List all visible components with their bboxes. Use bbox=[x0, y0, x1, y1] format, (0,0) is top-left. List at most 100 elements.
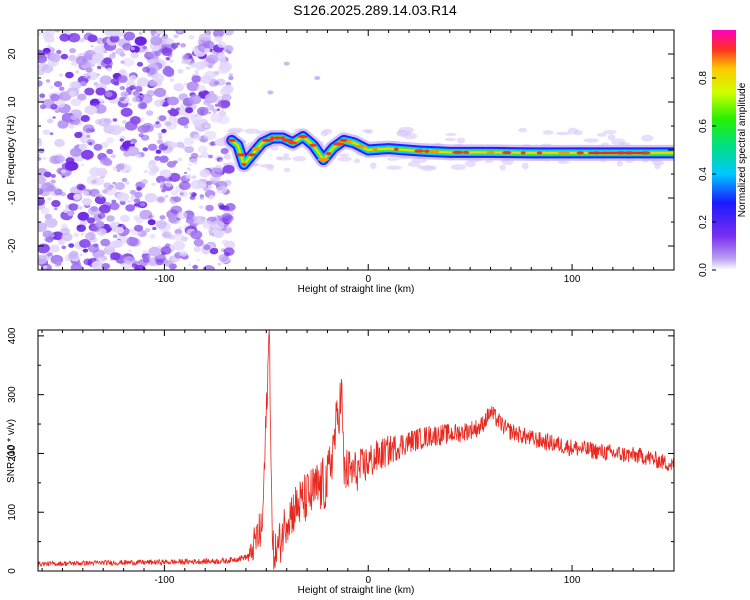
noise-blob bbox=[187, 167, 191, 171]
noise-blob bbox=[82, 132, 92, 140]
noise-blob bbox=[85, 67, 93, 73]
noise-blob bbox=[557, 160, 570, 164]
noise-blob bbox=[68, 54, 77, 62]
noise-blob bbox=[203, 130, 217, 141]
noise-blob bbox=[57, 120, 69, 129]
noise-blob bbox=[168, 108, 179, 117]
noise-blob bbox=[38, 80, 43, 87]
noise-blob bbox=[111, 52, 117, 56]
noise-blob bbox=[155, 121, 160, 125]
noise-blob bbox=[82, 248, 89, 253]
noise-blob bbox=[144, 192, 158, 203]
noise-blob bbox=[228, 75, 234, 81]
noise-blob bbox=[370, 162, 377, 170]
noise-blob bbox=[69, 147, 82, 157]
noise-blob bbox=[179, 250, 188, 257]
noise-blob bbox=[176, 30, 183, 33]
noise-blob bbox=[56, 49, 62, 55]
noise-blob bbox=[164, 65, 172, 71]
noise-blob bbox=[602, 130, 617, 135]
noise-blob bbox=[46, 118, 54, 124]
noise-blob bbox=[105, 137, 114, 144]
noise-blob bbox=[160, 246, 172, 255]
noise-blob bbox=[142, 66, 151, 73]
noise-blob bbox=[52, 116, 56, 119]
noise-blob bbox=[292, 156, 306, 162]
y-tick-label: 100 bbox=[7, 503, 18, 520]
noise-blob bbox=[193, 246, 201, 253]
noise-blob bbox=[188, 94, 202, 105]
noise-blob bbox=[194, 69, 199, 74]
noise-blob bbox=[95, 167, 108, 177]
noise-blob bbox=[38, 222, 47, 233]
noise-blob bbox=[616, 160, 623, 167]
noise-blob bbox=[122, 43, 132, 51]
noise-blob bbox=[58, 73, 63, 77]
noise-blob bbox=[125, 204, 136, 212]
noise-blob bbox=[154, 99, 164, 107]
noise-blob bbox=[396, 130, 409, 138]
noise-blob bbox=[61, 175, 65, 178]
noise-blob bbox=[217, 216, 222, 219]
noise-blob bbox=[38, 157, 42, 161]
noise-blob bbox=[364, 129, 373, 135]
noise-blob bbox=[136, 153, 143, 159]
noise-blob bbox=[282, 153, 290, 159]
noise-blob bbox=[122, 120, 127, 124]
noise-blob bbox=[119, 144, 130, 152]
noise-blob bbox=[84, 232, 96, 241]
noise-blob bbox=[407, 161, 420, 168]
noise-blob bbox=[38, 148, 45, 154]
noise-blob bbox=[70, 98, 82, 107]
snr-ylabel: SNR (10 * v/v) bbox=[6, 419, 17, 483]
ridge-peak bbox=[339, 138, 349, 142]
noise-blob bbox=[123, 256, 135, 265]
noise-blob bbox=[170, 142, 179, 148]
noise-blob bbox=[177, 69, 184, 74]
noise-blob bbox=[110, 78, 120, 85]
y-tick-label: 0 bbox=[7, 568, 18, 574]
noise-blob bbox=[80, 232, 84, 236]
noise-blob bbox=[60, 223, 68, 229]
noise-blob bbox=[149, 30, 162, 36]
snr-plot-area bbox=[38, 330, 674, 571]
noise-blob bbox=[195, 72, 199, 75]
noise-blob bbox=[142, 250, 148, 254]
noise-blob bbox=[95, 52, 104, 59]
noise-blob bbox=[129, 75, 137, 81]
noise-blob bbox=[430, 165, 437, 170]
noise-blob bbox=[136, 186, 142, 191]
noise-blob bbox=[168, 234, 176, 240]
noise-blob bbox=[136, 82, 143, 87]
noise-blob bbox=[130, 196, 134, 200]
noise-blob bbox=[47, 197, 52, 201]
noise-blob bbox=[196, 259, 200, 262]
noise-blob bbox=[208, 111, 212, 115]
noise-blob bbox=[641, 134, 654, 142]
noise-blob bbox=[139, 209, 153, 220]
noise-blob bbox=[190, 152, 199, 159]
ridge-peak bbox=[502, 151, 512, 155]
noise-blob bbox=[203, 244, 211, 251]
noise-blob bbox=[112, 234, 118, 238]
noise-blob bbox=[130, 46, 135, 51]
noise-blob bbox=[202, 265, 216, 270]
noise-blob bbox=[147, 73, 152, 77]
noise-blob bbox=[122, 57, 135, 67]
ridge-peak bbox=[282, 138, 294, 142]
noise-blob bbox=[87, 34, 98, 43]
noise-blob bbox=[63, 208, 69, 213]
noise-blob bbox=[583, 138, 600, 143]
noise-blob bbox=[207, 63, 214, 69]
noise-blob bbox=[155, 220, 167, 229]
noise-blob bbox=[484, 159, 494, 163]
noise-blob bbox=[225, 49, 230, 52]
noise-blob bbox=[77, 205, 83, 210]
noise-blob bbox=[83, 258, 93, 266]
noise-blob bbox=[112, 181, 116, 185]
noise-blob bbox=[93, 81, 99, 86]
noise-blob bbox=[78, 143, 88, 151]
